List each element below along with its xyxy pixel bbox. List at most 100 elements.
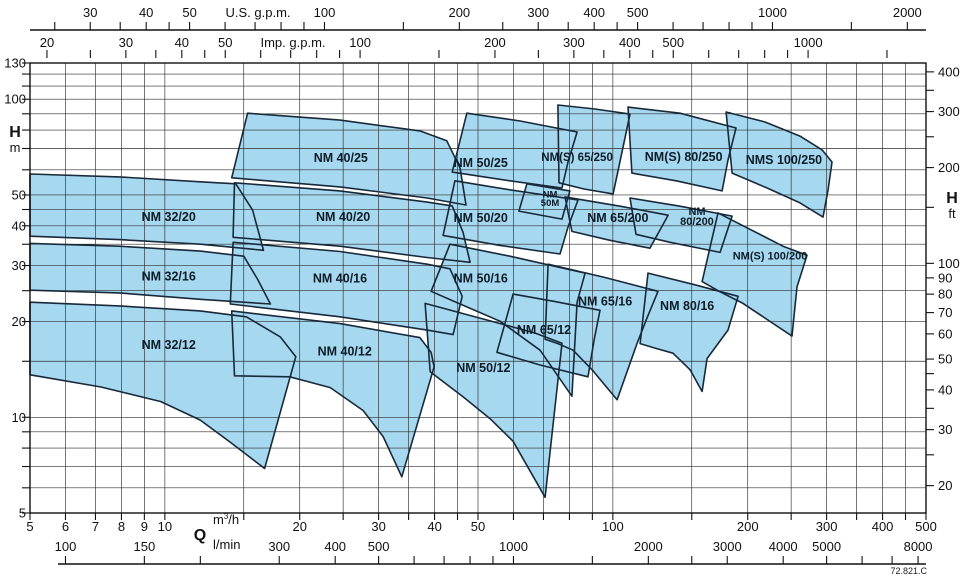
envelope-area-nm-32-12 [30, 302, 296, 469]
pump-label-nm-32-12: NM 32/12 [142, 338, 196, 352]
svg-text:50: 50 [12, 187, 26, 202]
svg-text:8000: 8000 [904, 539, 933, 554]
envelope-outline-nm-65-200 [564, 196, 669, 249]
pump-label-nm-50m: NM [543, 189, 558, 200]
envelope-outline-nm-50-12 [424, 302, 563, 499]
svg-text:m: m [10, 140, 21, 155]
svg-text:400: 400 [324, 539, 346, 554]
envelope-outline-nm-65-12 [496, 293, 601, 378]
tick-marks [22, 22, 934, 564]
svg-text:100: 100 [349, 35, 371, 50]
svg-text:130: 130 [4, 56, 26, 71]
svg-text:200: 200 [737, 519, 759, 534]
envelope-outline-nms-100-250 [725, 111, 833, 218]
svg-text:300: 300 [563, 35, 585, 50]
envelope-area-nm-65-16 [545, 264, 658, 400]
svg-text:100: 100 [55, 539, 77, 554]
svg-text:150: 150 [134, 539, 156, 554]
svg-text:60: 60 [938, 326, 952, 341]
svg-text:l/min: l/min [213, 537, 240, 552]
svg-text:30: 30 [119, 35, 133, 50]
envelope-labels: NM 32/20 NM 32/16 NM 32/12 NM 40/25 NM 40/20… [142, 150, 823, 375]
svg-text:500: 500 [368, 539, 390, 554]
svg-text:80: 80 [938, 287, 952, 302]
pump-label-nm-65-16: NM 65/16 [578, 295, 632, 309]
envelope-outline-nm-32-12 [29, 301, 297, 470]
envelope-outline-nm-32-20 [29, 173, 265, 252]
pump-label-nm-80-200: NM [688, 206, 705, 218]
svg-text:5: 5 [19, 506, 26, 521]
pump-label-nm-s-80-250: NM(S) 80/250 [645, 150, 723, 164]
svg-text:5000: 5000 [812, 539, 841, 554]
svg-text:20: 20 [12, 314, 26, 329]
pump-label-nm-40-25: NM 40/25 [314, 151, 368, 165]
pump-label-nm-40-20: NM 40/20 [316, 210, 370, 224]
svg-text:Imp. g.p.m.: Imp. g.p.m. [260, 35, 325, 50]
pump-label-nm-50-20: NM 50/20 [454, 211, 508, 225]
svg-text:200: 200 [938, 160, 960, 175]
pump-label-nm-40-16: NM 40/16 [313, 272, 367, 286]
svg-text:30: 30 [83, 5, 97, 20]
pump-label-nm-50-12: NM 50/12 [456, 361, 510, 375]
svg-text:50: 50 [938, 352, 952, 367]
envelope-area-nm-50-25 [452, 113, 578, 188]
svg-text:40: 40 [938, 382, 952, 397]
svg-text:40: 40 [427, 519, 441, 534]
svg-text:1000: 1000 [758, 5, 787, 20]
envelope-outlines [29, 104, 833, 499]
svg-text:30: 30 [938, 422, 952, 437]
svg-text:6: 6 [62, 519, 69, 534]
svg-text:500: 500 [662, 35, 684, 50]
svg-text:90: 90 [938, 270, 952, 285]
svg-text:100: 100 [938, 256, 960, 271]
svg-text:200: 200 [448, 5, 470, 20]
envelope-area-nm-50-20 [443, 180, 578, 254]
diagram-code: 72.821.C [890, 566, 927, 576]
svg-text:H: H [946, 190, 958, 207]
svg-text:4000: 4000 [769, 539, 798, 554]
svg-text:300: 300 [816, 519, 838, 534]
axis-labels: 30 40 50 100 200 300 400 500 1000 2000 U.S. g.p.m.… [4, 5, 959, 554]
svg-text:400: 400 [872, 519, 894, 534]
pump-label-nm-65-12: NM 65/12 [517, 323, 571, 337]
envelope-outline-nm-40-16 [229, 241, 463, 336]
envelope-area-nm-s-65-250 [557, 105, 630, 194]
envelope-area-nm-s-100-200 [702, 212, 807, 337]
envelope-area-nm-s-80-250 [628, 107, 736, 191]
svg-text:20: 20 [292, 519, 306, 534]
svg-text:U.S. g.p.m.: U.S. g.p.m. [225, 5, 290, 20]
envelope-outline-nm-s-100-200 [701, 212, 808, 337]
pump-label-nm-32-16: NM 32/16 [142, 270, 196, 284]
svg-text:30: 30 [12, 258, 26, 273]
svg-text:40: 40 [12, 218, 26, 233]
svg-text:H: H [9, 124, 21, 141]
svg-text:8: 8 [118, 519, 125, 534]
svg-text:7: 7 [92, 519, 99, 534]
envelope-area-nms-100-250 [726, 112, 832, 218]
svg-text:20: 20 [40, 35, 54, 50]
svg-text:400: 400 [583, 5, 605, 20]
svg-text:2000: 2000 [893, 5, 922, 20]
pump-label-nm-32-20: NM 32/20 [142, 210, 196, 224]
pump-label-nm-s-65-250: NM(S) 65/250 [541, 152, 613, 164]
svg-text:400: 400 [619, 35, 641, 50]
svg-text:400: 400 [938, 64, 960, 79]
svg-text:100: 100 [314, 5, 336, 20]
svg-text:10: 10 [158, 519, 172, 534]
envelope-outline-nm-80-16 [639, 272, 739, 393]
envelope-area-nm-40-12 [231, 310, 435, 477]
envelope-outline-nm-80-200 [629, 197, 733, 254]
pump-label-nm-50-25: NM 50/25 [454, 156, 508, 170]
envelope-outline-nm-50-25 [451, 112, 578, 189]
svg-text:5: 5 [26, 519, 33, 534]
svg-text:300: 300 [268, 539, 290, 554]
svg-text:70: 70 [938, 305, 952, 320]
svg-text:50: 50 [182, 5, 196, 20]
svg-text:20: 20 [938, 478, 952, 493]
svg-text:500: 500 [915, 519, 937, 534]
pump-label-nm-65-200: NM 65/200 [587, 211, 648, 225]
pump-label-nm-40-12: NM 40/12 [318, 344, 372, 358]
pump-label-nm-50-16: NM 50/16 [454, 272, 508, 286]
svg-text:9: 9 [141, 519, 148, 534]
